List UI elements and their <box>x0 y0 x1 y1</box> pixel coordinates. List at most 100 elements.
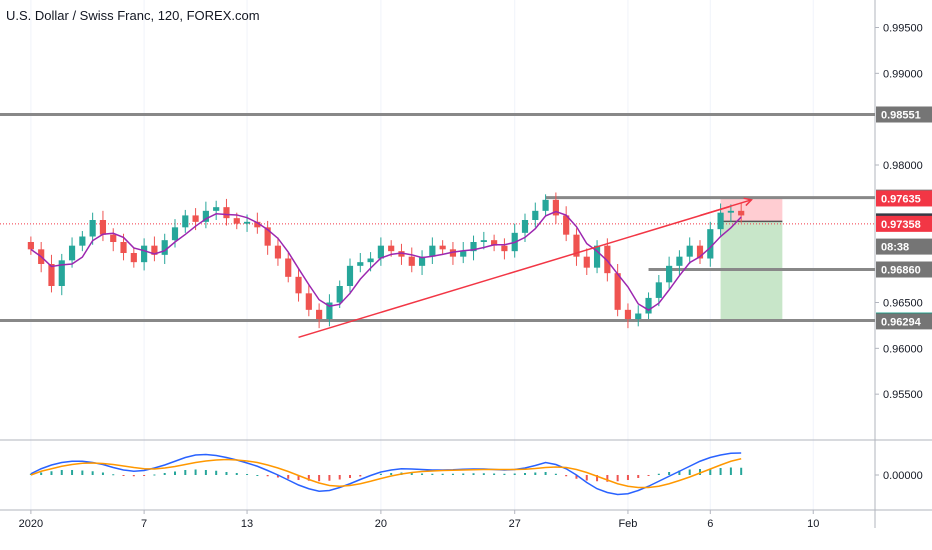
candle-body <box>79 236 86 246</box>
candle-body <box>418 256 426 266</box>
indicator-axis-labels: 0.00000 <box>875 470 923 482</box>
candle-body <box>99 220 107 235</box>
candle-body <box>501 245 508 252</box>
price-label-badge <box>876 190 932 207</box>
macd-bar <box>709 468 712 475</box>
candle-body <box>182 215 189 228</box>
macd-bar <box>421 473 424 475</box>
candle-body <box>727 210 734 213</box>
candle-body <box>346 265 354 286</box>
candle-body <box>305 293 312 310</box>
candle-body <box>326 302 333 319</box>
candle-body <box>243 221 251 224</box>
macd-histogram <box>29 467 743 482</box>
time-tick-label: 13 <box>241 518 253 530</box>
time-tick-label: 2020 <box>19 518 43 530</box>
macd-bar <box>637 475 640 478</box>
price-label-text: 08:38 <box>881 242 909 254</box>
candle-body <box>563 215 570 235</box>
macd-bar <box>451 473 454 475</box>
candle-body <box>593 245 601 268</box>
candle-body <box>655 282 662 298</box>
macd-line <box>30 452 742 496</box>
candle-body <box>141 245 148 263</box>
candle-body <box>552 199 559 216</box>
macd-bar <box>441 473 444 475</box>
macd-bar <box>71 470 74 475</box>
candle-body <box>439 245 446 250</box>
candle-body <box>738 210 745 216</box>
time-tick-label: 20 <box>375 518 387 530</box>
candle-body <box>449 249 457 257</box>
time-tick-label: 6 <box>707 518 713 530</box>
macd-bar <box>81 470 84 475</box>
candle-body <box>274 245 282 259</box>
candle-body <box>429 245 436 257</box>
price-label-text: 0.96860 <box>881 265 921 277</box>
candle-body <box>388 245 395 252</box>
candle-body <box>316 309 323 319</box>
candle-body <box>707 229 714 259</box>
candle-body <box>624 309 632 319</box>
candle-body <box>645 297 652 314</box>
time-axis-labels: 2020 7 13 20 27 Feb 6 10 <box>19 510 819 530</box>
macd-bar <box>235 473 238 475</box>
macd-bar <box>657 473 660 475</box>
price-tick-label: 0.99000 <box>883 68 923 80</box>
candle-body <box>161 240 168 255</box>
candle-body <box>68 245 76 261</box>
macd-bar <box>60 470 63 475</box>
candle-body <box>223 207 230 219</box>
macd-bar <box>729 467 732 475</box>
price-label-text: 0.97635 <box>881 193 921 205</box>
price-tick-label: 0.96000 <box>883 343 923 355</box>
candle-body <box>233 218 240 224</box>
stop-loss-zone <box>720 197 783 222</box>
price-labels: 0.976440.976350.973850.9735808:380.96860… <box>876 106 932 330</box>
price-tick-label: 0.96500 <box>883 298 923 310</box>
price-tick-label: 0.95500 <box>883 389 923 401</box>
macd-bar <box>338 475 341 480</box>
macd-bar <box>112 474 115 476</box>
candle-body <box>48 264 55 286</box>
candle-body <box>408 256 415 266</box>
macd-bar <box>513 473 516 475</box>
candle-body <box>635 313 642 319</box>
candle-body <box>110 234 117 242</box>
price-label-text: 0.96294 <box>881 316 922 328</box>
macd-bar <box>101 472 104 475</box>
macd-bar <box>626 475 629 480</box>
macd-bar <box>143 475 146 476</box>
macd-bar <box>585 475 588 481</box>
candle-body <box>676 256 683 266</box>
price-label-text: 0.98551 <box>881 109 921 121</box>
candle-body <box>89 220 96 237</box>
macd-bar <box>482 473 485 475</box>
macd-bar <box>493 473 496 475</box>
time-tick-label: 7 <box>141 518 147 530</box>
macd-bar <box>204 470 207 475</box>
macd-bar <box>194 469 197 475</box>
macd-bar <box>431 473 434 475</box>
macd-bar <box>184 470 187 475</box>
candle-body <box>470 242 477 252</box>
macd-bar <box>565 475 568 477</box>
price-tick-label: 0.99500 <box>883 23 923 35</box>
candle-body <box>398 251 405 257</box>
macd-bar <box>524 473 526 475</box>
price-label-badge <box>876 261 932 278</box>
price-label-badge <box>876 215 932 232</box>
macd-bar <box>575 475 578 479</box>
candle-body <box>717 212 724 230</box>
chart-title: U.S. Dollar / Swiss Franc, 120, FOREX.co… <box>6 8 260 23</box>
macd-bar <box>616 475 619 482</box>
macd-bar <box>40 472 43 475</box>
candle-body <box>58 260 65 286</box>
macd-bar <box>668 472 671 475</box>
macd-bar <box>606 475 609 482</box>
candle-body <box>686 245 693 257</box>
macd-bar <box>318 475 321 482</box>
candle-body <box>264 227 271 246</box>
